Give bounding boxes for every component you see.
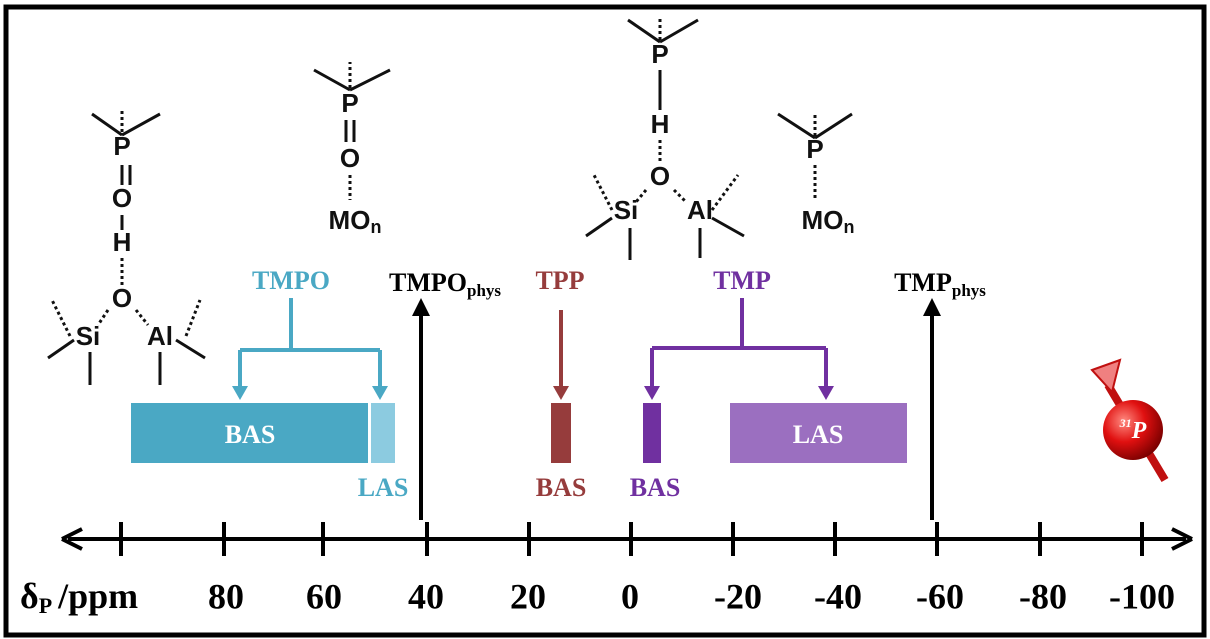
site: MOn [802,205,855,237]
atom: Al [147,321,173,351]
tick-label: 60 [306,576,342,616]
structure-3: P H O Si Al [586,16,744,260]
atom: O [340,143,360,173]
structure-2: P O MOn [314,62,390,237]
diagram: P O H O Si Al P O MOn P H O Si Al P MOn … [0,0,1210,639]
probe-label: TMPOphys [389,268,501,300]
tick-label: -100 [1109,576,1175,616]
tmpo-branch: TMPO BAS LAS [131,266,408,502]
nucleus-icon: 31P [1092,360,1165,480]
atom: P [113,131,130,161]
atom: P [341,88,358,118]
atom: H [651,109,670,139]
probe-label: TPP [535,266,584,295]
probe-label: TMPO [252,266,330,295]
site-bar [551,403,571,463]
site-label: LAS [358,473,409,502]
site-label: BAS [630,473,681,502]
site-bar [371,403,395,463]
tick-label: 20 [510,576,546,616]
atom: O [112,283,132,313]
structure-4: P MOn [778,114,854,237]
site: MOn [329,205,382,237]
site-label: BAS [536,473,587,502]
tpp: TPP BAS [535,266,586,502]
probe-label: TMPphys [894,268,986,300]
tmp-phys: TMPphys [894,268,986,520]
tick-label: 40 [408,576,444,616]
axis-label: δP/ppm [20,576,138,618]
tick-label: 80 [208,576,244,616]
atom: H [113,227,132,257]
axis: δP/ppm 80 60 40 20 0 -20 -40 -60 -80 -10… [20,522,1192,618]
site-label: BAS [225,420,276,449]
atom: O [650,161,670,191]
tick-label: 0 [621,576,639,616]
site-label: LAS [793,420,844,449]
tick-label: -60 [916,576,964,616]
atom: P [651,39,668,69]
tick-label: -80 [1019,576,1067,616]
atom: P [806,134,823,164]
atom: Si [76,321,101,351]
tick-label: -20 [714,576,762,616]
atom: Si [614,195,639,225]
site-bar [643,403,661,463]
structure-1: P O H O Si Al [48,110,205,385]
atom: Al [687,195,713,225]
probe-label: TMP [713,266,771,295]
tmp-branch: TMP BAS LAS [630,266,907,502]
atom: O [112,183,132,213]
tick-label: -40 [814,576,862,616]
